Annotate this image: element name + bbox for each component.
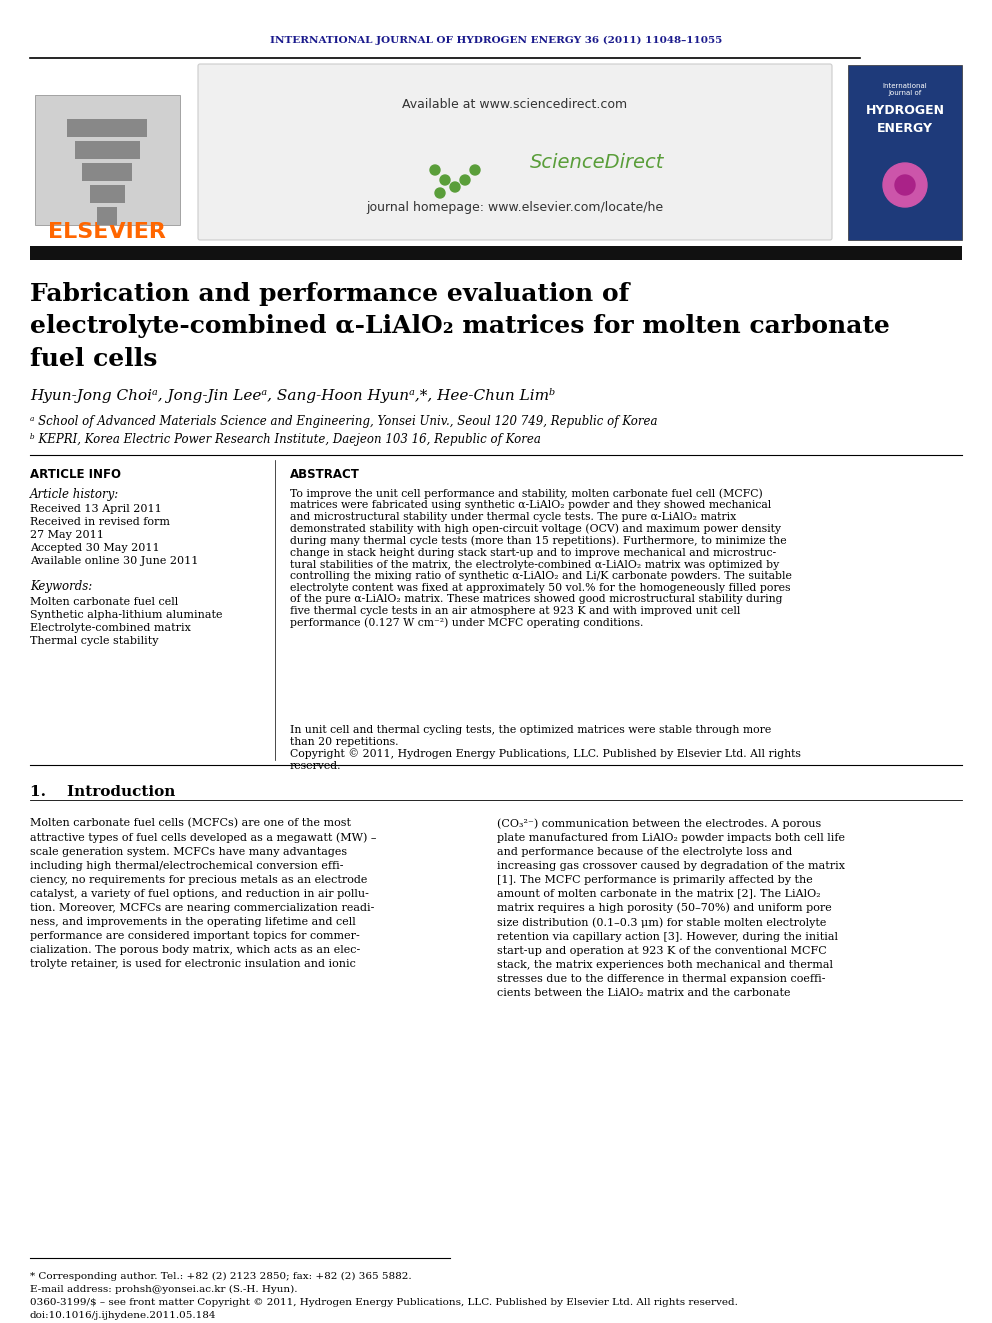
Text: Accepted 30 May 2011: Accepted 30 May 2011 <box>30 542 160 553</box>
Text: Available at www.sciencedirect.com: Available at www.sciencedirect.com <box>403 98 628 111</box>
Text: * Corresponding author. Tel.: +82 (2) 2123 2850; fax: +82 (2) 365 5882.: * Corresponding author. Tel.: +82 (2) 21… <box>30 1271 412 1281</box>
Bar <box>82 163 132 181</box>
Bar <box>848 65 962 239</box>
Text: Electrolyte-combined matrix: Electrolyte-combined matrix <box>30 623 190 632</box>
Text: ᵃ School of Advanced Materials Science and Engineering, Yonsei Univ., Seoul 120 : ᵃ School of Advanced Materials Science a… <box>30 415 658 429</box>
Bar <box>97 206 117 225</box>
Text: fuel cells: fuel cells <box>30 347 158 370</box>
Text: Synthetic alpha-lithium aluminate: Synthetic alpha-lithium aluminate <box>30 610 222 620</box>
Text: E-mail address: prohsh@yonsei.ac.kr (S.-H. Hyun).: E-mail address: prohsh@yonsei.ac.kr (S.-… <box>30 1285 298 1294</box>
Text: Molten carbonate fuel cells (MCFCs) are one of the most
attractive types of fuel: Molten carbonate fuel cells (MCFCs) are … <box>30 818 377 970</box>
Bar <box>75 142 140 159</box>
Text: ARTICLE INFO: ARTICLE INFO <box>30 468 121 482</box>
Text: Fabrication and performance evaluation of: Fabrication and performance evaluation o… <box>30 282 629 306</box>
Text: Received in revised form: Received in revised form <box>30 517 170 527</box>
Circle shape <box>883 163 927 206</box>
Circle shape <box>430 165 440 175</box>
Text: Available online 30 June 2011: Available online 30 June 2011 <box>30 556 198 566</box>
Circle shape <box>440 175 450 185</box>
Text: (CO₃²⁻) communication between the electrodes. A porous
plate manufactured from L: (CO₃²⁻) communication between the electr… <box>497 818 845 999</box>
Bar <box>0 0 992 56</box>
Text: INTERNATIONAL JOURNAL OF HYDROGEN ENERGY 36 (2011) 11048–11055: INTERNATIONAL JOURNAL OF HYDROGEN ENERGY… <box>270 36 722 45</box>
Text: To improve the unit cell performance and stability, molten carbonate fuel cell (: To improve the unit cell performance and… <box>290 488 792 628</box>
Text: International
Journal of: International Journal of <box>883 83 928 97</box>
Text: journal homepage: www.elsevier.com/locate/he: journal homepage: www.elsevier.com/locat… <box>366 201 664 214</box>
Text: Hyun-Jong Choiᵃ, Jong-Jin Leeᵃ, Sang-Hoon Hyunᵃ,*, Hee-Chun Limᵇ: Hyun-Jong Choiᵃ, Jong-Jin Leeᵃ, Sang-Hoo… <box>30 388 556 404</box>
Text: doi:10.1016/j.ijhydene.2011.05.184: doi:10.1016/j.ijhydene.2011.05.184 <box>30 1311 216 1320</box>
Circle shape <box>450 183 460 192</box>
Bar <box>90 185 125 202</box>
Text: Article history:: Article history: <box>30 488 119 501</box>
Text: ENERGY: ENERGY <box>877 122 933 135</box>
Circle shape <box>460 175 470 185</box>
Text: Molten carbonate fuel cell: Molten carbonate fuel cell <box>30 597 179 607</box>
Text: 0360-3199/$ – see front matter Copyright © 2011, Hydrogen Energy Publications, L: 0360-3199/$ – see front matter Copyright… <box>30 1298 738 1307</box>
Text: In unit cell and thermal cycling tests, the optimized matrices were stable throu: In unit cell and thermal cycling tests, … <box>290 725 801 771</box>
Text: ABSTRACT: ABSTRACT <box>290 468 360 482</box>
Text: ᵇ KEPRI, Korea Electric Power Research Institute, Daejeon 103 16, Republic of Ko: ᵇ KEPRI, Korea Electric Power Research I… <box>30 433 541 446</box>
Bar <box>67 119 147 138</box>
Circle shape <box>895 175 915 194</box>
Circle shape <box>470 165 480 175</box>
Text: 1.    Introduction: 1. Introduction <box>30 785 176 799</box>
Text: ScienceDirect: ScienceDirect <box>530 152 665 172</box>
Text: Thermal cycle stability: Thermal cycle stability <box>30 636 159 646</box>
Text: electrolyte-combined α-LiAlO₂ matrices for molten carbonate: electrolyte-combined α-LiAlO₂ matrices f… <box>30 314 890 337</box>
Bar <box>30 67 185 230</box>
Text: 27 May 2011: 27 May 2011 <box>30 531 104 540</box>
Text: Received 13 April 2011: Received 13 April 2011 <box>30 504 162 515</box>
Text: HYDROGEN: HYDROGEN <box>865 103 944 116</box>
FancyBboxPatch shape <box>198 64 832 239</box>
Circle shape <box>435 188 445 198</box>
Text: Keywords:: Keywords: <box>30 579 92 593</box>
Bar <box>35 95 180 225</box>
Text: ELSEVIER: ELSEVIER <box>48 222 166 242</box>
Bar <box>30 246 962 261</box>
